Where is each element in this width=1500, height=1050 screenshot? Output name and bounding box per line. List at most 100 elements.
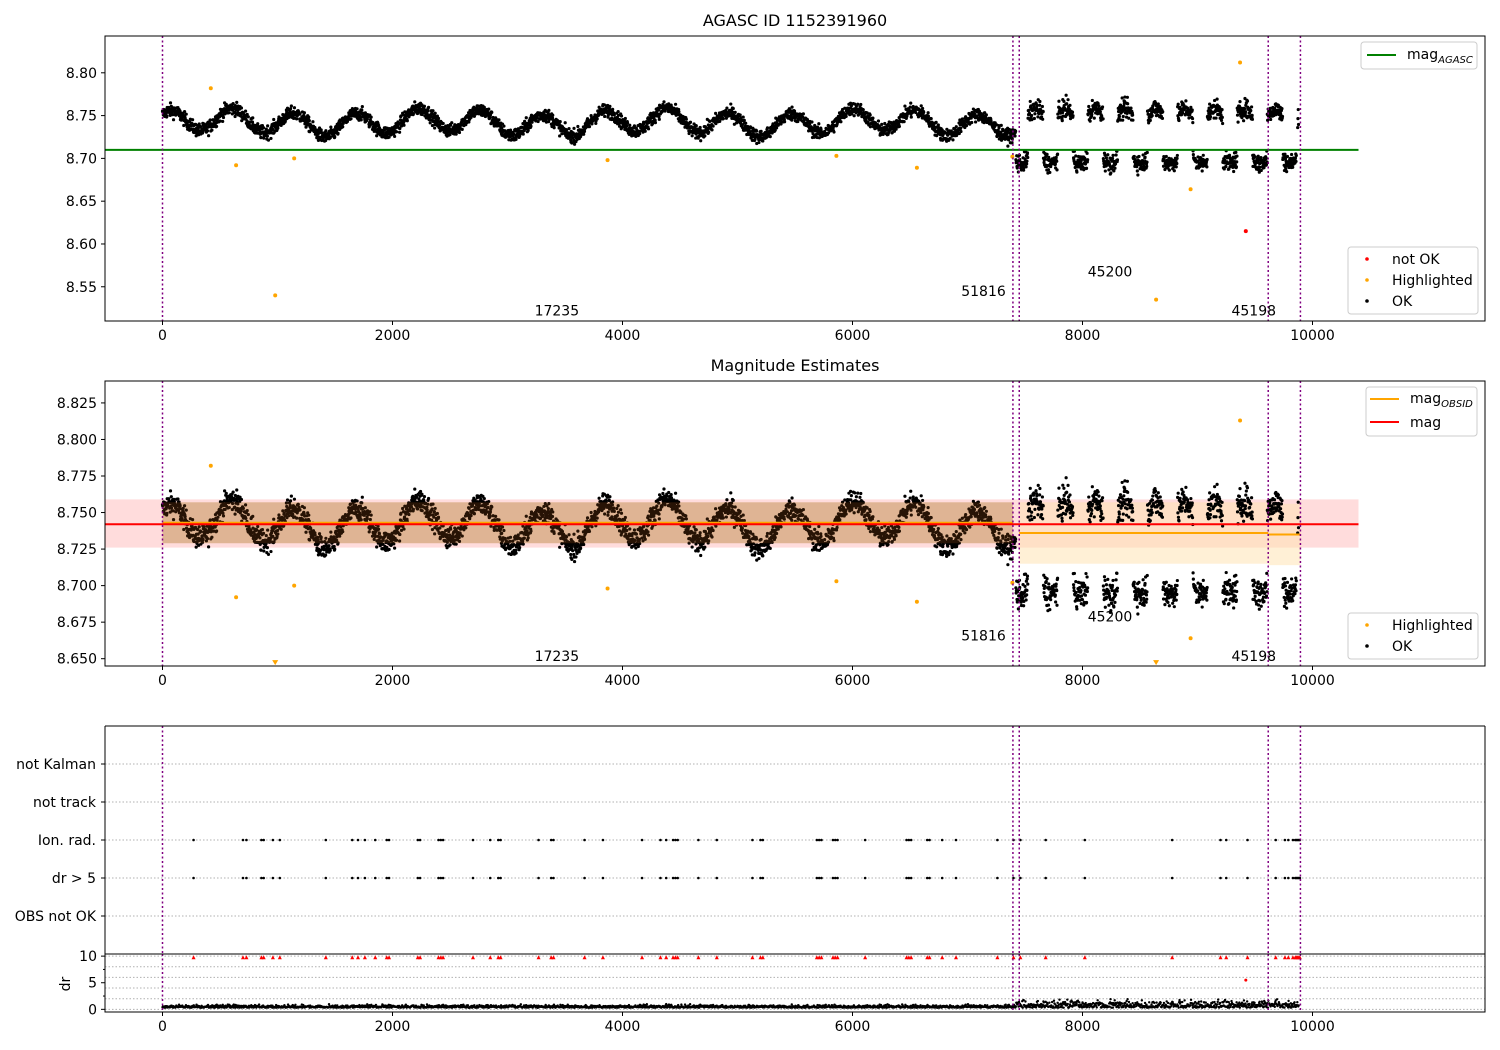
ok-point [1109,171,1113,175]
ok-point [761,139,765,143]
ok-point [1125,95,1129,99]
highlighted-point [292,156,297,161]
ok-point [526,128,530,133]
ok-point [801,115,805,119]
ok-point [304,125,308,129]
ok-point [1258,165,1262,169]
ok-point [223,507,227,512]
ok-point [638,132,642,136]
ok-point [657,114,661,119]
ok-point [245,508,249,513]
ok-point [1176,114,1180,118]
y-tick-label: 8.65 [66,194,97,210]
ok-point [582,129,587,133]
ok-point [269,549,273,554]
ok-point [1180,111,1185,115]
ok-point [265,134,269,138]
ok-point [999,123,1003,127]
ok-point [1126,102,1130,106]
ok-point [365,117,369,121]
ok-point [355,107,359,111]
ok-point [623,116,627,121]
ok-point [1266,118,1270,122]
ok-point [530,120,534,124]
ok-point [251,116,255,120]
ok-point [590,122,594,126]
ok-point [1014,129,1018,133]
ok-point [221,511,225,515]
ok-point [169,495,173,499]
ok-point [1174,159,1178,163]
ok-point [1237,104,1242,108]
ok-point [1163,167,1167,172]
ok-point [1035,104,1039,108]
ok-point [397,130,402,134]
ok-point [931,121,935,125]
ok-point [951,138,955,142]
ok-point [1234,150,1238,154]
ok-point [563,121,567,125]
ok-point [490,110,494,114]
ok-point [170,506,174,510]
ok-point [628,123,632,127]
ok-point [1208,115,1213,119]
y-tick-label: 8.60 [66,237,97,253]
ok-point [903,104,907,108]
ok-point [759,129,763,133]
ok-point [550,116,555,120]
ok-point [197,525,201,529]
obsid-label: 45200 [1088,264,1133,280]
ok-point [779,122,783,126]
ok-point [1103,169,1107,173]
ok-point [921,106,925,111]
ok-point [398,126,402,131]
ok-point [873,121,878,125]
ok-point [457,130,462,135]
x-tick-label: 8000 [1065,328,1101,344]
ok-point [954,125,958,129]
ok-point [332,544,336,549]
ok-point [1245,99,1250,103]
ok-point [1285,169,1289,174]
ok-point [1153,101,1158,105]
ok-point [983,111,987,115]
ok-point [428,121,432,125]
ok-point [1172,169,1176,173]
ok-point [1280,107,1284,111]
ok-point [239,509,243,513]
ok-point [227,111,231,115]
ok-point [221,119,225,124]
ok-point [1076,165,1080,169]
ok-point [883,121,887,126]
ok-point [816,126,820,130]
ok-point [524,116,528,120]
ok-point [603,114,607,119]
ok-point [333,135,337,139]
ok-point [1294,159,1298,164]
highlighted-point [273,293,278,298]
y-tick-label: 8.55 [66,280,97,296]
ok-point [1250,113,1254,117]
ok-point [441,121,445,126]
ok-point [740,123,744,127]
ok-point [502,124,506,128]
ok-point [266,138,271,142]
ok-point [285,498,290,502]
x-tick-label: 4000 [605,328,641,344]
x-tick-label: 0 [158,328,167,344]
ok-point [460,127,464,131]
ok-point [450,121,454,125]
ok-point [1184,99,1188,103]
ok-point [1213,98,1217,103]
ok-point [210,128,214,132]
ok-point [1064,93,1068,97]
legend-mag-agasc: magAGASC [1360,41,1478,70]
ok-point [853,102,857,106]
ok-point [190,118,195,122]
y-tick-label: 8.80 [66,66,97,82]
ok-point [1160,116,1165,120]
ok-point [1145,160,1149,164]
ok-point [182,527,186,532]
ok-point [843,106,847,110]
ok-point [482,105,486,110]
